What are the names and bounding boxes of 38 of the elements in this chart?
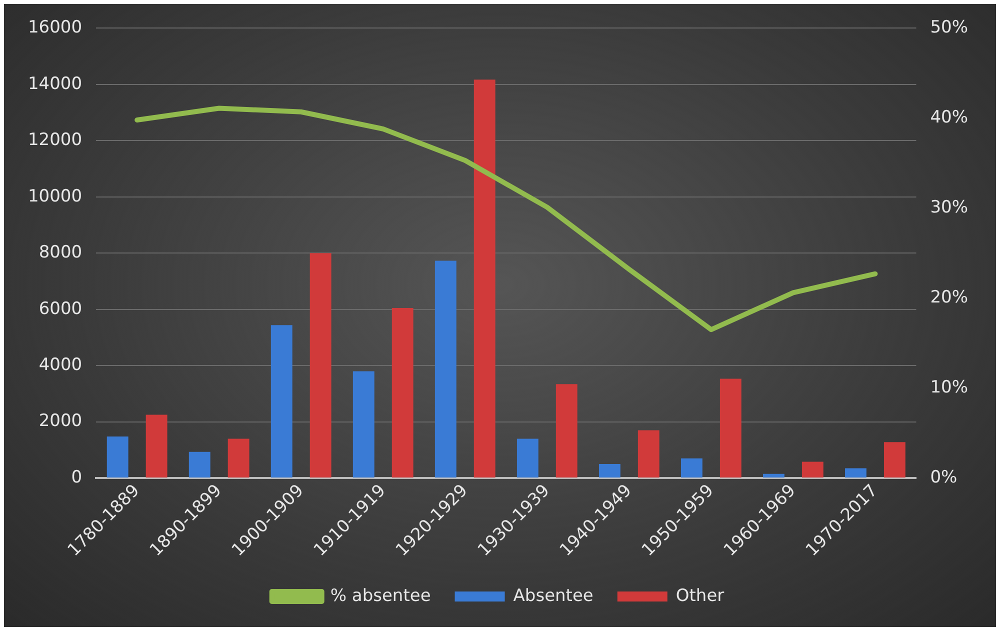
y-tick-label: 8000 [38, 242, 82, 263]
bar [516, 438, 538, 478]
bar [228, 438, 250, 478]
bar [310, 253, 332, 478]
bar [188, 452, 210, 478]
bar [802, 462, 824, 478]
bar [884, 442, 906, 478]
y-tick-label: 10000 [28, 186, 82, 206]
bar [680, 458, 702, 478]
y2-tick-label: 0% [930, 467, 958, 488]
bar [392, 308, 414, 478]
y2-tick-label: 10% [930, 378, 968, 398]
y-tick-label: 0 [71, 467, 82, 488]
y-tick-label: 14000 [28, 74, 82, 94]
bar [845, 468, 866, 478]
bar [106, 436, 128, 478]
y2-tick-label: 40% [930, 108, 968, 128]
bar [474, 80, 496, 478]
y-tick-label: 6000 [38, 298, 82, 319]
legend-label: Absentee [513, 586, 594, 606]
bar [720, 378, 742, 478]
y-tick-label: 16000 [28, 18, 82, 38]
legend-label: % absentee [330, 586, 431, 606]
y2-tick-label: 20% [930, 288, 968, 308]
y2-tick-label: 30% [930, 198, 968, 218]
bar [763, 474, 784, 478]
bar [270, 325, 292, 478]
bar [434, 260, 456, 478]
bar [556, 384, 578, 478]
bar [598, 464, 620, 478]
y2-tick-label: 50% [930, 18, 968, 38]
legend-label: Other [676, 586, 724, 606]
y-tick-label: 2000 [38, 411, 82, 432]
bar [352, 371, 374, 478]
bar [146, 414, 168, 478]
bar [638, 430, 660, 478]
y-tick-label: 4000 [38, 355, 82, 376]
y-tick-label: 12000 [28, 130, 82, 150]
